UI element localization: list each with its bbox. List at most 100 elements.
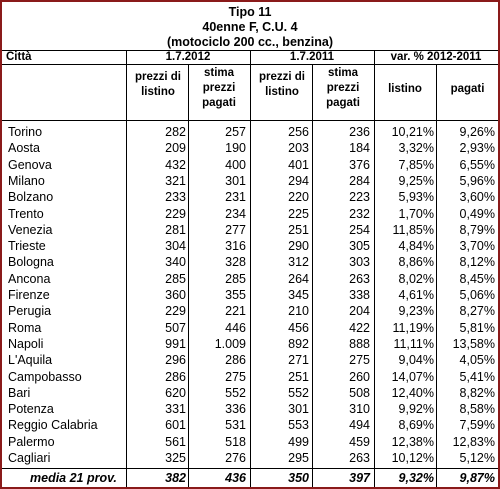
col-divider-1 (126, 50, 127, 487)
cell-vp: 5,12% (459, 451, 495, 465)
city-name: Bari (8, 386, 31, 400)
cell-p2012: 221 (225, 304, 246, 318)
city-name: Reggio Calabria (8, 418, 98, 432)
cell-vp: 0,49% (459, 207, 495, 221)
cell-p2011: 184 (349, 141, 370, 155)
cell-l2011: 553 (288, 418, 309, 432)
cell-vl: 10,12% (391, 451, 434, 465)
cell-vp: 8,79% (459, 223, 495, 237)
col-divider-3 (374, 50, 375, 487)
cell-p2011: 232 (349, 207, 370, 221)
cell-l2012: 282 (165, 125, 186, 139)
cell-vp: 5,06% (459, 288, 495, 302)
header-list-price-2012: prezzi di listino (134, 71, 181, 98)
city-name: Potenza (8, 402, 54, 416)
city-name: Campobasso (8, 370, 82, 384)
cell-vp: 8,82% (459, 386, 495, 400)
cell-vl: 8,02% (398, 272, 434, 286)
header-list-price-2011: prezzi di listino (258, 71, 305, 98)
cell-l2011: 256 (288, 125, 309, 139)
table-title: Tipo 11 (228, 5, 272, 19)
cell-p2012: 436 (225, 471, 246, 485)
cell-p2012: 285 (225, 272, 246, 286)
cell-p2012: 234 (225, 207, 246, 221)
cell-l2012: 325 (165, 451, 186, 465)
city-name: Genova (8, 158, 52, 172)
cell-vl: 8,86% (398, 255, 434, 269)
cell-p2012: 257 (225, 125, 246, 139)
cell-vl: 14,07% (391, 370, 434, 384)
cell-p2011: 422 (349, 321, 370, 335)
cell-l2011: 220 (288, 190, 309, 204)
cell-l2011: 271 (288, 353, 309, 367)
cell-l2011: 294 (288, 174, 309, 188)
cell-vl: 10,21% (391, 125, 434, 139)
cell-l2011: 345 (288, 288, 309, 302)
cell-l2011: 552 (288, 386, 309, 400)
header-paid-2011: stima prezzi pagati (326, 67, 360, 109)
cell-p2011: 204 (349, 304, 370, 318)
col-divider-2 (250, 50, 251, 487)
cell-vl: 12,40% (391, 386, 434, 400)
cell-l2011: 290 (288, 239, 309, 253)
cell-vp: 13,58% (452, 337, 495, 351)
cell-p2011: 223 (349, 190, 370, 204)
cell-p2011: 376 (349, 158, 370, 172)
cell-l2012: 360 (165, 288, 186, 302)
cell-p2012: 275 (225, 370, 246, 384)
cell-l2011: 210 (288, 304, 309, 318)
city-name: Aosta (8, 141, 40, 155)
city-name: Palermo (8, 435, 55, 449)
cell-vp: 8,27% (459, 304, 495, 318)
cell-p2011: 260 (349, 370, 370, 384)
city-name: Napoli (8, 337, 44, 351)
cell-vp: 12,83% (452, 435, 495, 449)
cell-vl: 4,84% (398, 239, 434, 253)
cell-l2012: 286 (165, 370, 186, 384)
cell-l2012: 432 (165, 158, 186, 172)
cell-p2012: 1.009 (214, 337, 246, 351)
cell-l2012: 507 (165, 321, 186, 335)
header-var-listino: listino (388, 83, 422, 95)
cell-vl: 11,11% (393, 337, 434, 351)
cell-p2012: 301 (225, 174, 246, 188)
table-subtitle: 40enne F, C.U. 4 (202, 20, 298, 34)
cell-p2012: 531 (225, 418, 246, 432)
city-name: L'Aquila (8, 353, 53, 367)
cell-p2012: 446 (225, 321, 246, 335)
cell-p2011: 310 (349, 402, 370, 416)
cell-l2011: 892 (288, 337, 309, 351)
cell-p2011: 254 (349, 223, 370, 237)
cell-p2012: 231 (225, 190, 246, 204)
cell-p2012: 518 (225, 435, 246, 449)
cell-vl: 7,85% (398, 158, 434, 172)
cell-p2011: 284 (349, 174, 370, 188)
cell-vp: 4,05% (459, 353, 495, 367)
cell-l2012: 229 (165, 304, 186, 318)
cell-vl: 9,04% (398, 353, 434, 367)
cell-p2012: 355 (225, 288, 246, 302)
cell-l2011: 301 (288, 402, 309, 416)
cell-vl: 9,25% (398, 174, 434, 188)
cell-vp: 2,93% (459, 141, 495, 155)
cell-p2011: 459 (349, 435, 370, 449)
col-divider-sub-3 (436, 64, 437, 487)
city-name: Milano (8, 174, 45, 188)
header-paid-2012: stima prezzi pagati (202, 67, 236, 109)
cell-vp: 5,96% (459, 174, 495, 188)
cell-p2011: 275 (349, 353, 370, 367)
cell-p2012: 316 (225, 239, 246, 253)
cell-l2011: 401 (288, 158, 309, 172)
city-name: Firenze (8, 288, 50, 302)
cell-l2012: 304 (165, 239, 186, 253)
cell-l2012: 331 (165, 402, 186, 416)
cell-vp: 3,70% (459, 239, 495, 253)
cell-l2012: 285 (165, 272, 186, 286)
city-name: Roma (8, 321, 42, 335)
table-subtitle-detail: (motociclo 200 cc., benzina) (166, 35, 333, 49)
city-name: Bologna (8, 255, 54, 269)
header-2012: 1.7.2012 (165, 51, 211, 63)
cell-l2011: 295 (288, 451, 309, 465)
cell-l2012: 209 (165, 141, 186, 155)
